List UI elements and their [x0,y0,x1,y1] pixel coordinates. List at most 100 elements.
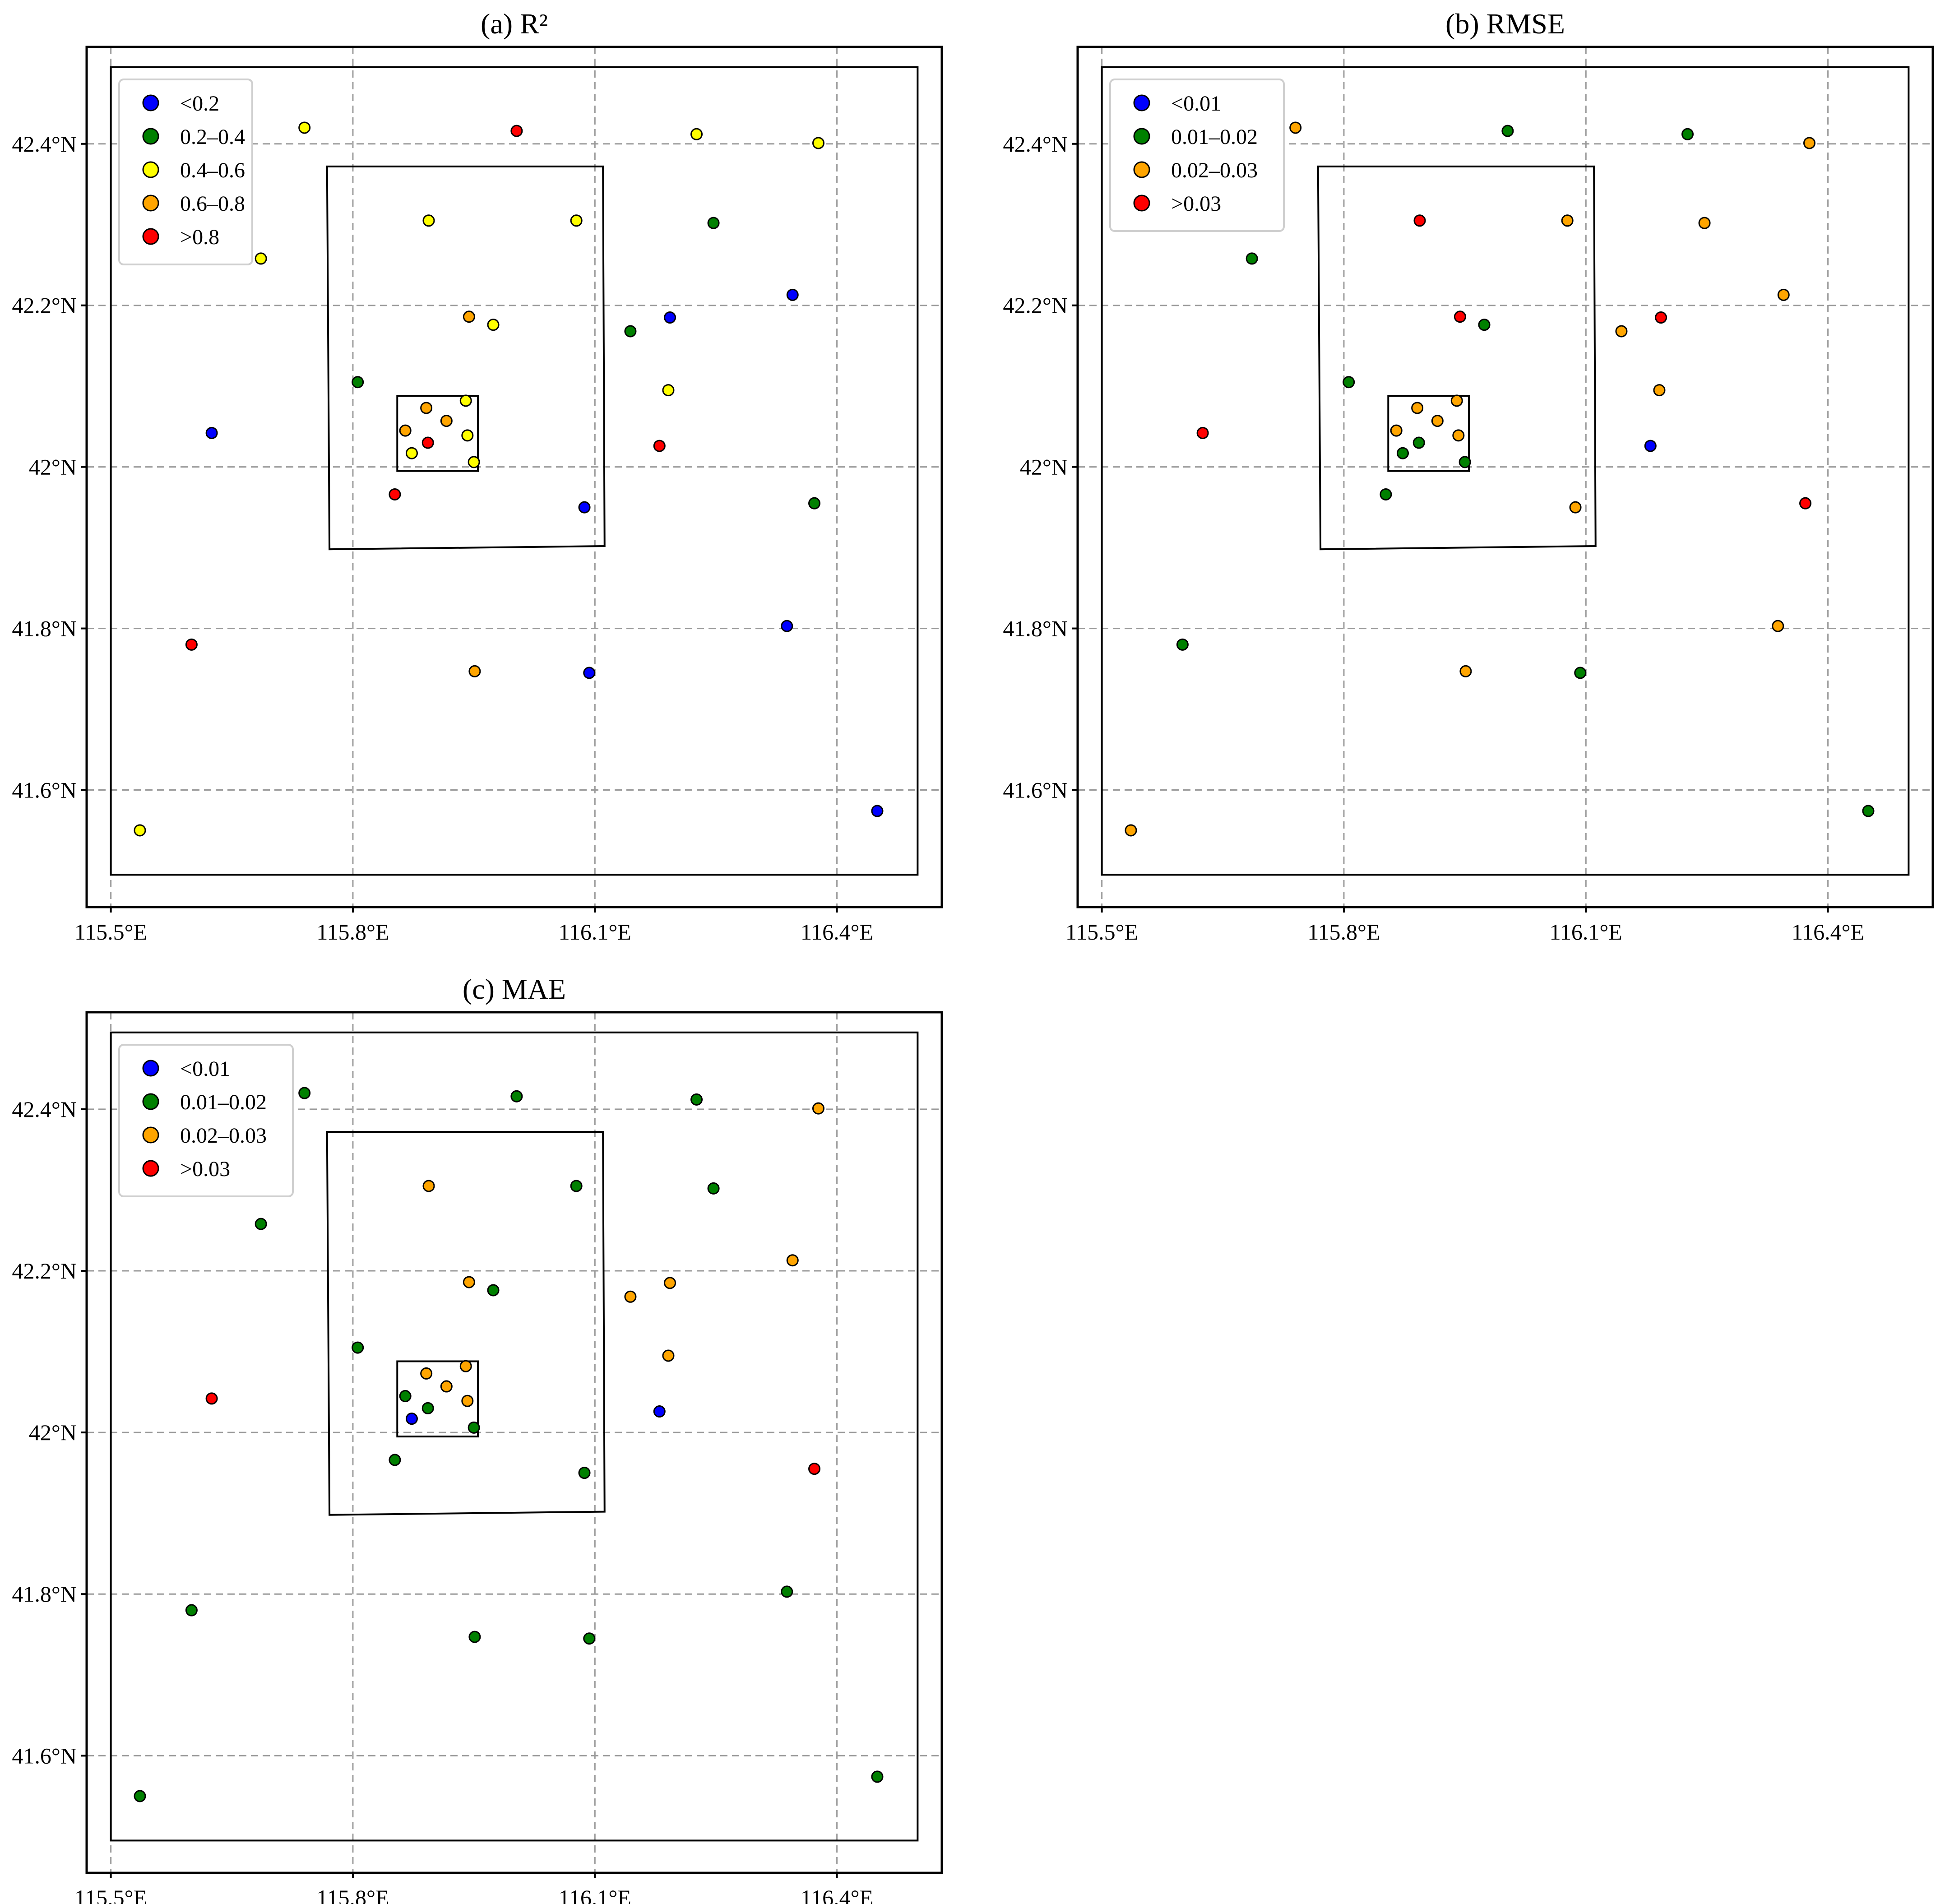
station-point [468,456,480,468]
station-point [664,1277,676,1289]
station-point [1412,436,1425,449]
inner-domain-outline [396,1360,479,1438]
station-point [487,319,500,331]
station-point [205,426,218,439]
x-tick-label: 115.5°E [74,1885,147,1904]
station-point [420,1367,433,1380]
station-point [134,1790,146,1802]
station-point [1615,325,1628,338]
station-point [421,1402,434,1414]
station-point [1454,310,1466,323]
station-point [1390,424,1403,437]
outer-domain-outline [1101,66,1910,876]
axes-frame [1076,46,1934,908]
station-point [1574,667,1587,679]
middle-domain-outline [326,1131,606,1516]
station-point [578,1467,591,1479]
station-point [812,137,824,149]
y-tick-label: 42°N [29,454,77,480]
legend-marker [142,228,159,245]
station-point [1459,456,1471,468]
station-point [808,497,821,510]
station-point [1125,824,1137,837]
y-tick-label: 42°N [1020,454,1068,480]
station-point [690,1093,703,1106]
station-point [664,311,676,324]
station-point [653,440,666,452]
y-tick-label: 42.2°N [1003,293,1068,318]
station-point [1653,384,1666,397]
station-point [420,402,433,414]
legend-marker [142,195,159,212]
legend-marker [142,94,159,111]
legend-label: 0.01–0.02 [1171,125,1258,149]
station-point [405,1413,418,1425]
x-tick-label: 116.4°E [1792,919,1864,945]
y-tick-label: 42.2°N [12,293,77,318]
legend-marker [1133,195,1150,212]
station-point [463,310,475,323]
station-point [440,1380,453,1393]
panel-b: (b) RMSE 115.5°E 115.8°E 116.1°E 116.4°E 41.6… [1003,8,1934,945]
legend-label: 0.4–0.6 [180,158,245,182]
station-point [510,1090,523,1103]
station-point [1196,426,1209,439]
station-point [1413,214,1426,227]
station-point [134,824,146,837]
station-point [1681,128,1694,140]
station-point [255,1218,267,1230]
station-point [389,488,401,500]
station-point [399,424,412,437]
station-point [1799,497,1812,510]
legend-label: <0.01 [1171,92,1221,116]
legend-label: 0.6–0.8 [180,192,245,216]
station-point [298,121,311,134]
station-point [871,1770,884,1783]
x-tick-label: 116.4°E [801,1885,873,1904]
middle-domain-outline [326,165,606,551]
station-point [1698,217,1711,229]
y-tick-label: 42.4°N [12,131,77,157]
legend-label: >0.03 [1171,192,1221,216]
legend-label: <0.2 [180,92,219,116]
station-point [1380,488,1392,500]
middle-domain-outline [1317,165,1597,551]
station-point [298,1087,311,1099]
station-point [707,217,720,229]
station-point [583,1632,596,1645]
station-point [812,1102,824,1115]
station-point [570,1180,583,1192]
station-point [1777,288,1790,301]
panel-title: (b) RMSE [1445,8,1565,40]
station-point [578,501,591,514]
station-point [510,125,523,137]
legend: <0.01 0.01–0.02 0.02–0.03 >0.03 [1109,79,1285,232]
station-point [707,1182,720,1195]
station-point [871,805,884,817]
legend-marker [142,1060,159,1077]
station-point [1246,252,1258,265]
panel-title: (c) MAE [463,973,566,1005]
station-point [461,429,474,442]
legend-marker [1133,94,1150,111]
station-point [389,1454,401,1466]
legend-marker [142,1160,159,1177]
inner-domain-outline [1387,395,1470,472]
station-point [1176,638,1189,651]
station-point [1396,447,1409,459]
station-point [461,1394,474,1407]
station-point [463,1276,475,1288]
station-point [786,1254,799,1267]
x-tick-label: 115.8°E [1307,919,1380,945]
station-point [352,376,364,389]
station-point [781,1585,793,1598]
legend-label: >0.8 [180,225,219,249]
station-point [422,214,435,227]
station-point [690,128,703,140]
station-point [468,1421,480,1434]
station-point [487,1284,500,1297]
legend-label: 0.02–0.03 [1171,158,1258,182]
y-tick-label: 42.2°N [12,1258,77,1283]
station-point [653,1405,666,1418]
